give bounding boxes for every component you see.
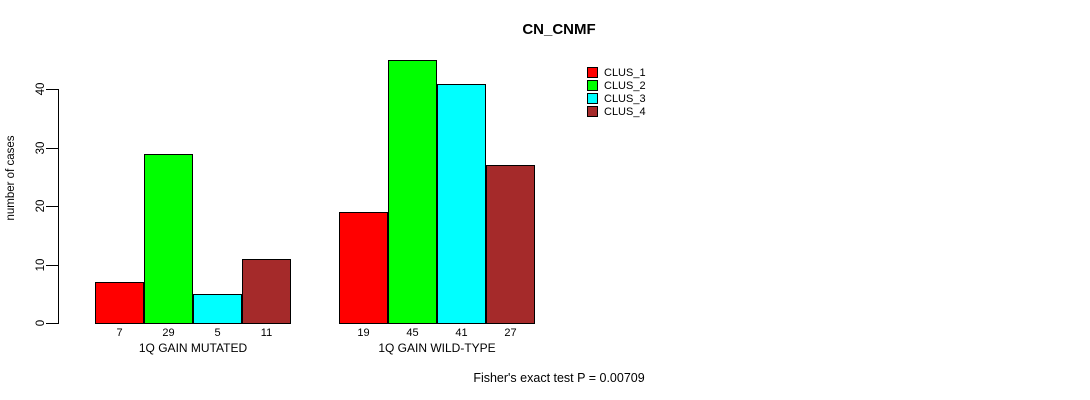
y-axis-tick-label: 40 <box>35 82 47 96</box>
legend-swatch-clus_2 <box>587 80 598 91</box>
legend-item-clus_3: CLUS_3 <box>587 92 646 105</box>
bar-clus_3-group1 <box>193 294 242 324</box>
y-axis-tick-label: 10 <box>35 258 47 272</box>
bar-clus_1-group1 <box>95 282 144 324</box>
fisher-test-annotation: Fisher's exact test P = 0.00709 <box>473 371 645 385</box>
group-label: 1Q GAIN MUTATED <box>138 341 248 355</box>
legend-label: CLUS_2 <box>604 79 646 92</box>
bar-value-label: 41 <box>455 327 468 339</box>
legend-label: CLUS_4 <box>604 105 646 118</box>
group-label: 1Q GAIN WILD-TYPE <box>378 341 496 355</box>
chart-title: CN_CNMF <box>522 21 596 38</box>
legend: CLUS_1 CLUS_2 CLUS_3 CLUS_4 <box>587 66 646 118</box>
bar-value-label: 7 <box>116 327 123 339</box>
legend-swatch-clus_4 <box>587 106 598 117</box>
bar-clus_2-group2 <box>388 60 437 324</box>
y-axis-tick <box>46 89 58 90</box>
bar-value-label: 45 <box>406 327 419 339</box>
legend-label: CLUS_3 <box>604 92 646 105</box>
bar-clus_4-group2 <box>486 165 535 324</box>
legend-swatch-clus_1 <box>587 67 598 78</box>
bar-clus_2-group1 <box>144 154 193 324</box>
legend-swatch-clus_3 <box>587 93 598 104</box>
y-axis-tick <box>46 148 58 149</box>
bar-value-label: 29 <box>162 327 175 339</box>
legend-item-clus_4: CLUS_4 <box>587 105 646 118</box>
y-axis-tick <box>46 206 58 207</box>
y-axis-tick <box>46 323 58 324</box>
bar-value-label: 27 <box>504 327 517 339</box>
y-axis-tick-label: 0 <box>35 319 47 327</box>
y-axis-tick-label: 20 <box>35 199 47 213</box>
bar-value-label: 11 <box>260 327 273 339</box>
bar-value-label: 19 <box>357 327 370 339</box>
bar-clus_3-group2 <box>437 84 486 324</box>
y-axis-tick-label: 30 <box>35 141 47 155</box>
legend-label: CLUS_1 <box>604 66 646 79</box>
bar-clus_4-group1 <box>242 259 291 324</box>
bar-value-label: 5 <box>214 327 221 339</box>
y-axis-title: number of cases <box>5 135 17 221</box>
legend-item-clus_2: CLUS_2 <box>587 79 646 92</box>
bar-clus_1-group2 <box>339 212 388 324</box>
legend-item-clus_1: CLUS_1 <box>587 66 646 79</box>
y-axis-tick <box>46 265 58 266</box>
y-axis-line <box>58 89 59 324</box>
